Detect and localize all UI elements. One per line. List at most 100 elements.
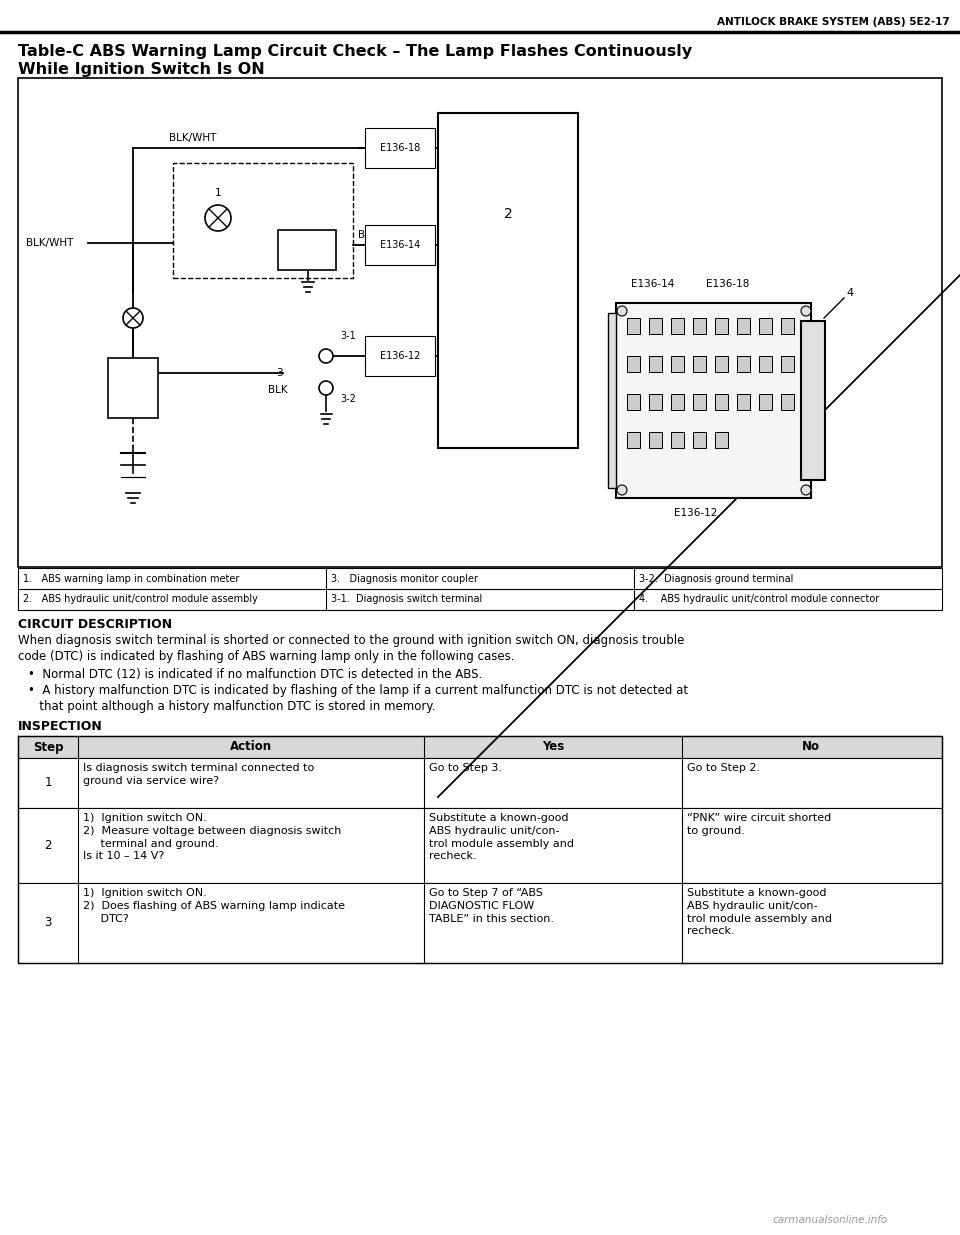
Bar — [693, 394, 706, 410]
Text: Substitute a known-good
ABS hydraulic unit/con-
trol module assembly and
recheck: Substitute a known-good ABS hydraulic un… — [429, 813, 574, 861]
Text: E136-18: E136-18 — [380, 143, 420, 153]
Bar — [18, 568, 942, 610]
Bar — [671, 317, 684, 333]
Circle shape — [801, 306, 811, 316]
Text: that point although a history malfunction DTC is stored in memory.: that point although a history malfunctio… — [28, 700, 436, 713]
Bar — [715, 394, 728, 410]
Circle shape — [123, 308, 143, 329]
Bar — [627, 432, 640, 448]
Bar — [781, 317, 794, 333]
Text: •  A history malfunction DTC is indicated by flashing of the lamp if a current m: • A history malfunction DTC is indicated… — [28, 684, 688, 697]
Bar — [693, 317, 706, 333]
Text: 2.   ABS hydraulic unit/control module assembly: 2. ABS hydraulic unit/control module ass… — [23, 594, 258, 604]
Text: 1)  Ignition switch ON.
2)  Does flashing of ABS warning lamp indicate
     DTC?: 1) Ignition switch ON. 2) Does flashing … — [83, 888, 345, 924]
Bar — [693, 432, 706, 448]
Text: E136-12: E136-12 — [380, 351, 420, 361]
Text: 3: 3 — [276, 368, 283, 378]
Bar — [781, 394, 794, 410]
Bar — [715, 432, 728, 448]
Circle shape — [205, 205, 231, 231]
Bar — [649, 356, 662, 372]
Circle shape — [617, 306, 627, 316]
Circle shape — [617, 485, 627, 495]
Text: 3-2: 3-2 — [340, 394, 356, 404]
Text: Go to Step 7 of “ABS
DIAGNOSTIC FLOW
TABLE” in this section.: Go to Step 7 of “ABS DIAGNOSTIC FLOW TAB… — [429, 888, 554, 924]
Bar — [737, 394, 750, 410]
Circle shape — [319, 350, 333, 363]
Bar — [649, 432, 662, 448]
Text: Substitute a known-good
ABS hydraulic unit/con-
trol module assembly and
recheck: Substitute a known-good ABS hydraulic un… — [687, 888, 832, 936]
Circle shape — [801, 485, 811, 495]
Bar — [759, 317, 772, 333]
Text: While Ignition Switch Is ON: While Ignition Switch Is ON — [18, 62, 265, 77]
Text: E136-12: E136-12 — [674, 508, 718, 517]
Text: 2: 2 — [504, 206, 513, 221]
Text: CIRCUIT DESCRIPTION: CIRCUIT DESCRIPTION — [18, 618, 172, 631]
Bar — [438, 112, 578, 448]
Bar — [671, 356, 684, 372]
Bar — [108, 358, 158, 417]
Bar — [649, 394, 662, 410]
Circle shape — [319, 382, 333, 395]
Text: 2: 2 — [44, 839, 52, 852]
Bar — [608, 312, 616, 488]
Text: PNK: PNK — [377, 341, 398, 351]
Bar — [627, 317, 640, 333]
Bar — [737, 317, 750, 333]
Text: BLK/WHT: BLK/WHT — [169, 133, 217, 143]
Text: BLK: BLK — [269, 385, 288, 395]
Bar — [693, 356, 706, 372]
Text: Action: Action — [230, 741, 272, 753]
Bar — [781, 356, 794, 372]
Bar — [173, 163, 353, 278]
Bar — [18, 78, 942, 567]
Bar — [627, 394, 640, 410]
Bar — [715, 317, 728, 333]
Bar — [627, 356, 640, 372]
Bar — [616, 303, 811, 498]
Text: 3.   Diagnosis monitor coupler: 3. Diagnosis monitor coupler — [331, 573, 478, 583]
Text: E136-14: E136-14 — [380, 240, 420, 249]
Bar — [671, 432, 684, 448]
Text: 1)  Ignition switch ON.
2)  Measure voltage between diagnosis switch
     termin: 1) Ignition switch ON. 2) Measure voltag… — [83, 813, 342, 861]
Text: BLK/WHT: BLK/WHT — [26, 238, 73, 248]
Bar — [715, 356, 728, 372]
Text: 3: 3 — [44, 916, 52, 930]
Text: E136-18: E136-18 — [706, 279, 750, 289]
Bar — [18, 883, 942, 963]
Text: Go to Step 3.: Go to Step 3. — [429, 763, 502, 773]
Text: BLU/ORN: BLU/ORN — [358, 230, 404, 240]
Text: 4.    ABS hydraulic unit/control module connector: 4. ABS hydraulic unit/control module con… — [639, 594, 879, 604]
Text: Step: Step — [33, 741, 63, 753]
Text: INSPECTION: INSPECTION — [18, 720, 103, 734]
Text: Table-C ABS Warning Lamp Circuit Check – The Lamp Flashes Continuously: Table-C ABS Warning Lamp Circuit Check –… — [18, 44, 692, 59]
Bar — [759, 394, 772, 410]
Text: 3-2.  Diagnosis ground terminal: 3-2. Diagnosis ground terminal — [639, 573, 793, 583]
Text: 3-1: 3-1 — [340, 331, 356, 341]
Text: E136-14: E136-14 — [631, 279, 674, 289]
Text: Go to Step 2.: Go to Step 2. — [687, 763, 760, 773]
Bar — [278, 230, 336, 270]
Text: •  Normal DTC (12) is indicated if no malfunction DTC is detected in the ABS.: • Normal DTC (12) is indicated if no mal… — [28, 668, 482, 680]
Bar — [18, 808, 942, 883]
Text: Is diagnosis switch terminal connected to
ground via service wire?: Is diagnosis switch terminal connected t… — [83, 763, 314, 785]
Text: ANTILOCK BRAKE SYSTEM (ABS) 5E2-17: ANTILOCK BRAKE SYSTEM (ABS) 5E2-17 — [717, 17, 950, 27]
Text: 1.   ABS warning lamp in combination meter: 1. ABS warning lamp in combination meter — [23, 573, 239, 583]
Text: “PNK” wire circuit shorted
to ground.: “PNK” wire circuit shorted to ground. — [687, 813, 831, 836]
Text: Yes: Yes — [541, 741, 564, 753]
Text: carmanualsonline.info: carmanualsonline.info — [773, 1215, 888, 1225]
Bar — [737, 356, 750, 372]
Bar — [801, 321, 825, 480]
Text: When diagnosis switch terminal is shorted or connected to the ground with igniti: When diagnosis switch terminal is shorte… — [18, 634, 684, 647]
Text: 3-1.  Diagnosis switch terminal: 3-1. Diagnosis switch terminal — [331, 594, 482, 604]
Text: 4: 4 — [846, 288, 853, 298]
Text: 1: 1 — [44, 777, 52, 789]
Bar — [18, 758, 942, 808]
Text: code (DTC) is indicated by flashing of ABS warning lamp only in the following ca: code (DTC) is indicated by flashing of A… — [18, 650, 515, 663]
Text: No: No — [802, 741, 820, 753]
Bar — [18, 736, 942, 758]
Text: 1: 1 — [215, 188, 222, 198]
Bar — [671, 394, 684, 410]
Bar — [759, 356, 772, 372]
Bar — [649, 317, 662, 333]
